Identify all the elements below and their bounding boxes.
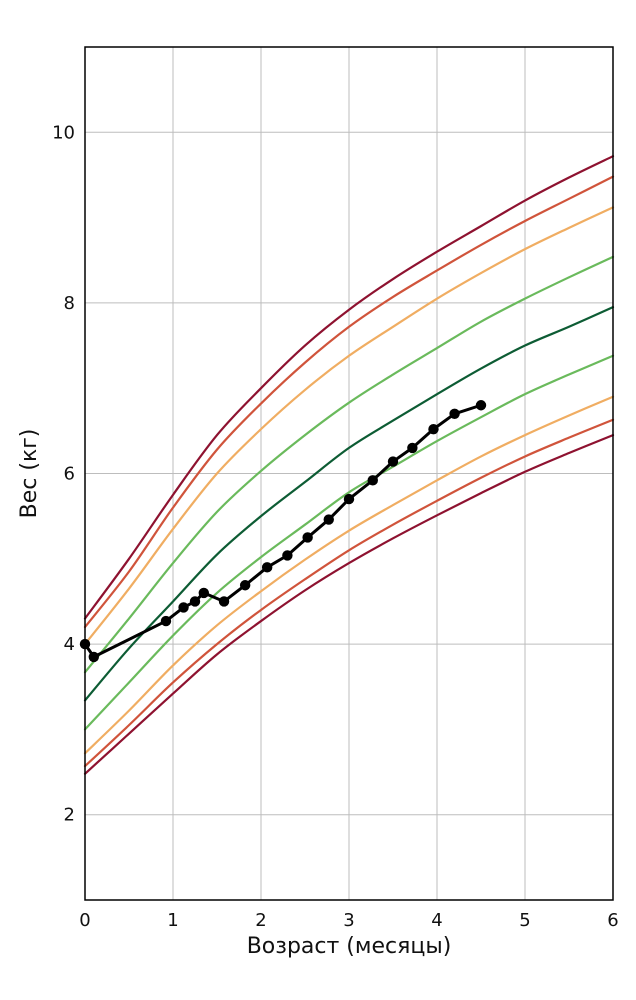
y-axis-title: Вес (кг)	[17, 429, 42, 519]
measurement-point	[88, 651, 100, 663]
x-tick-label: 1	[167, 910, 178, 931]
x-tick-label: 3	[343, 910, 354, 931]
percentile-curve-0	[83, 155, 615, 620]
measurement-point	[302, 532, 313, 543]
measurement-point	[282, 550, 293, 561]
measurement-point	[475, 400, 487, 411]
measurement-point	[407, 442, 418, 454]
y-tick-label: 6	[64, 464, 75, 485]
y-tick-label: 10	[52, 122, 75, 143]
y-tick-label: 8	[64, 293, 75, 314]
percentile-curve-3	[83, 255, 615, 674]
plot-border	[84, 46, 614, 901]
measurement-point	[178, 602, 189, 613]
measurements	[79, 400, 487, 663]
tick-labels: 0 1 2 3 4 5 6 2 4 6 8 10	[52, 122, 619, 931]
x-tick-label: 0	[79, 910, 90, 931]
measurement-point	[428, 423, 439, 435]
x-axis-title: Возраст (месяцы)	[247, 934, 452, 959]
percentile-curve-2	[83, 206, 615, 646]
x-tick-label: 4	[431, 910, 442, 931]
percentile-curve-7	[83, 418, 615, 768]
measurement-point	[198, 587, 209, 599]
y-tick-label: 4	[64, 634, 75, 655]
measurement-point	[323, 514, 334, 525]
grid	[85, 47, 613, 900]
plot-frame	[0, 0, 636, 901]
measurement-point	[261, 562, 273, 573]
percentile-curves	[83, 155, 615, 775]
percentile-curve-5	[83, 354, 615, 731]
x-tick-label: 6	[607, 910, 618, 931]
percentile-curve-8	[83, 434, 615, 775]
measurement-point	[218, 596, 230, 607]
x-tick-label: 2	[255, 910, 266, 931]
measurement-point	[160, 615, 172, 627]
percentile-curve-4	[83, 306, 615, 702]
measurement-point	[387, 456, 399, 467]
measurement-point	[449, 408, 460, 419]
measurement-point	[367, 475, 378, 486]
measurement-point	[239, 580, 251, 591]
percentile-curve-6	[83, 395, 615, 755]
measurement-point	[189, 596, 201, 607]
measurement-point	[343, 493, 355, 505]
percentile-curve-1	[83, 175, 615, 629]
top-mask	[0, 0, 636, 47]
y-tick-label: 2	[64, 805, 75, 826]
x-tick-label: 5	[519, 910, 530, 931]
